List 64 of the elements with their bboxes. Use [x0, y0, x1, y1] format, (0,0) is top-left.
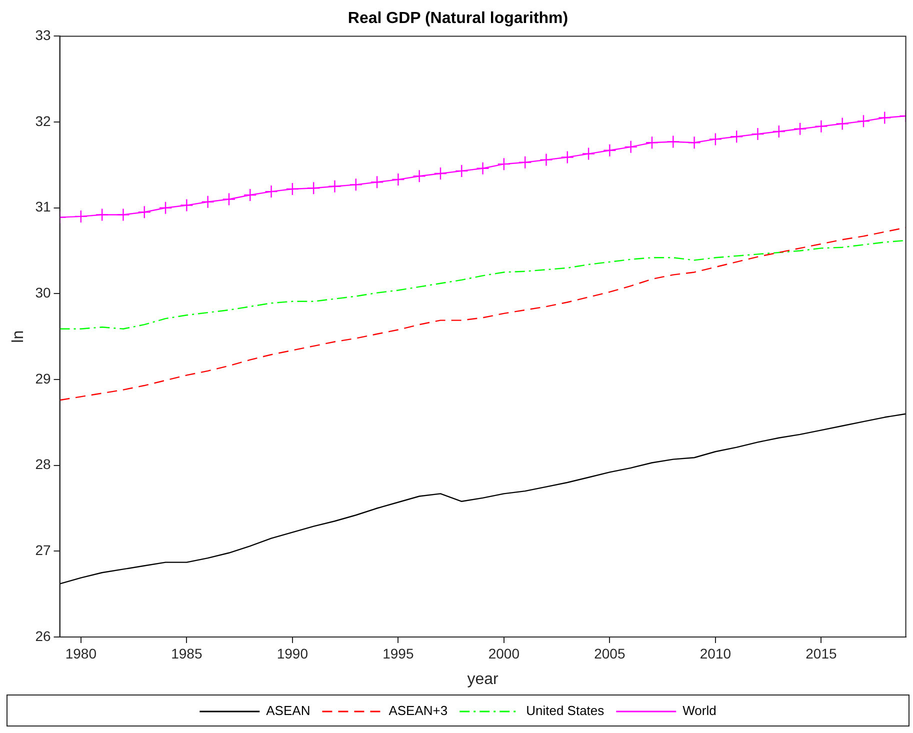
point [878, 111, 892, 124]
point [540, 153, 553, 166]
y-tick-label: 32 [35, 112, 51, 129]
point [497, 157, 511, 171]
legend-label: ASEAN+3 [388, 703, 448, 718]
y-tick-label: 26 [35, 628, 51, 644]
point [751, 127, 764, 141]
x-tick-label: 1990 [276, 645, 308, 662]
point [582, 147, 596, 160]
y-tick-label: 27 [35, 542, 51, 558]
point [793, 122, 807, 136]
legend-label: United States [526, 703, 605, 718]
point [74, 210, 88, 224]
point [688, 136, 701, 150]
point [772, 124, 786, 138]
x-tick-label: 1980 [65, 645, 97, 662]
point [306, 182, 320, 195]
legend-label: World [682, 703, 716, 718]
point [138, 206, 151, 219]
point [814, 120, 828, 133]
y-axis-title: ln [10, 330, 28, 343]
point [180, 198, 194, 212]
point [476, 162, 490, 175]
x-tick-label: 2005 [594, 645, 626, 662]
line-series [60, 227, 906, 401]
point [836, 117, 849, 130]
x-tick-label: 1985 [171, 645, 202, 662]
point [645, 136, 659, 150]
chart-title: Real GDP (Natural logarithm) [348, 10, 568, 28]
point [328, 180, 342, 193]
point [856, 114, 870, 128]
y-tick-label: 31 [35, 198, 51, 215]
point [603, 144, 616, 157]
y-tick-label: 33 [35, 27, 51, 44]
point [244, 188, 257, 202]
point [349, 178, 362, 192]
point [708, 132, 722, 146]
y-tick-label: 28 [35, 456, 51, 472]
point [264, 184, 278, 198]
y-tick-label: 30 [35, 284, 51, 301]
point [222, 192, 236, 206]
point [370, 176, 384, 189]
line-series [60, 240, 906, 330]
point [392, 172, 405, 186]
point [412, 170, 426, 183]
point [730, 130, 744, 144]
point [95, 208, 109, 222]
y-tick-label: 29 [35, 370, 51, 386]
point [286, 182, 300, 196]
x-tick-label: 2010 [700, 645, 732, 662]
point [434, 166, 448, 180]
x-axis-title: year [467, 670, 500, 688]
point [624, 140, 638, 154]
point [116, 208, 130, 222]
x-tick-label: 2000 [488, 645, 520, 662]
x-tick-label: 2015 [806, 645, 837, 662]
point [518, 156, 532, 169]
point [158, 201, 172, 214]
point [201, 195, 214, 208]
legend-label: ASEAN [266, 703, 310, 718]
point [455, 164, 468, 178]
point [560, 150, 574, 164]
x-tick-label: 1995 [382, 645, 414, 662]
point [666, 135, 680, 148]
